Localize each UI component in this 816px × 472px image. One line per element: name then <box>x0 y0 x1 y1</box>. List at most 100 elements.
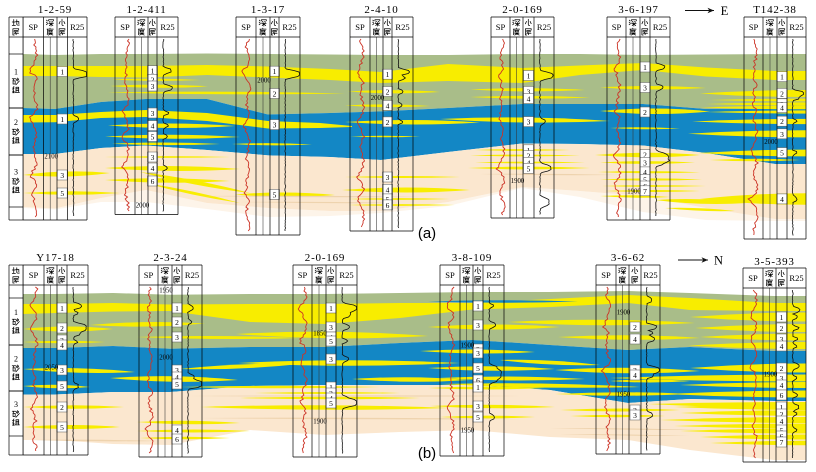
svg-text:3: 3 <box>151 109 155 118</box>
svg-text:4: 4 <box>780 417 784 426</box>
svg-text:R25: R25 <box>537 22 551 32</box>
svg-text:3: 3 <box>643 84 647 93</box>
svg-text:4: 4 <box>60 341 64 350</box>
svg-text:2-3-24: 2-3-24 <box>153 252 187 264</box>
svg-text:SP: SP <box>601 270 611 280</box>
svg-text:3: 3 <box>780 374 784 383</box>
svg-text:7: 7 <box>780 438 784 447</box>
svg-text:1900: 1900 <box>313 419 327 426</box>
svg-text:1: 1 <box>151 67 155 76</box>
svg-text:2050: 2050 <box>45 365 59 372</box>
svg-text:6: 6 <box>175 435 179 444</box>
svg-text:SP: SP <box>298 270 308 280</box>
svg-text:3: 3 <box>476 349 480 358</box>
svg-text:1: 1 <box>273 67 277 76</box>
svg-text:SP: SP <box>144 270 154 280</box>
svg-text:1900: 1900 <box>617 310 631 317</box>
svg-text:1950: 1950 <box>617 392 631 399</box>
svg-text:4: 4 <box>780 381 784 390</box>
svg-text:3: 3 <box>329 355 333 364</box>
svg-text:1900: 1900 <box>461 343 475 350</box>
svg-text:2: 2 <box>643 151 647 160</box>
svg-text:2-4-10: 2-4-10 <box>364 4 398 16</box>
svg-text:5: 5 <box>329 337 333 346</box>
svg-text:R25: R25 <box>395 22 409 32</box>
svg-text:5: 5 <box>60 382 64 391</box>
svg-text:1: 1 <box>780 313 784 322</box>
svg-text:3: 3 <box>175 333 179 342</box>
svg-text:1: 1 <box>386 70 390 79</box>
svg-text:N: N <box>714 254 723 268</box>
svg-text:2: 2 <box>14 355 18 364</box>
svg-text:4: 4 <box>386 101 390 110</box>
svg-text:R25: R25 <box>160 22 174 32</box>
svg-text:4: 4 <box>643 168 647 177</box>
svg-text:1: 1 <box>643 63 647 72</box>
svg-text:7: 7 <box>643 187 647 196</box>
svg-text:3-6-197: 3-6-197 <box>618 4 658 16</box>
svg-text:2: 2 <box>273 90 277 99</box>
svg-text:4: 4 <box>780 195 784 204</box>
svg-text:3: 3 <box>329 323 333 332</box>
svg-text:6: 6 <box>780 432 784 441</box>
svg-text:5: 5 <box>175 380 179 389</box>
svg-text:5: 5 <box>60 423 64 432</box>
svg-text:3: 3 <box>273 121 277 130</box>
svg-text:5: 5 <box>151 133 155 142</box>
svg-text:2: 2 <box>780 117 784 126</box>
svg-text:SP: SP <box>29 270 39 280</box>
svg-text:1900: 1900 <box>764 372 778 379</box>
svg-text:3: 3 <box>476 321 480 330</box>
svg-text:2: 2 <box>643 108 647 117</box>
svg-text:3: 3 <box>386 173 390 182</box>
svg-text:R25: R25 <box>282 22 296 32</box>
svg-text:1: 1 <box>60 115 64 124</box>
svg-text:1950: 1950 <box>461 428 475 435</box>
svg-text:3-8-109: 3-8-109 <box>452 252 492 264</box>
svg-text:3: 3 <box>60 171 64 180</box>
svg-text:2: 2 <box>633 323 637 332</box>
svg-text:4: 4 <box>633 371 637 380</box>
svg-text:2000: 2000 <box>159 355 173 362</box>
svg-text:1-3-17: 1-3-17 <box>251 4 285 16</box>
svg-text:3-6-62: 3-6-62 <box>611 252 645 264</box>
svg-text:4: 4 <box>386 185 390 194</box>
svg-text:3: 3 <box>14 168 18 177</box>
svg-text:2: 2 <box>60 324 64 333</box>
svg-text:R25: R25 <box>70 22 84 32</box>
svg-text:3: 3 <box>476 402 480 411</box>
svg-text:1950: 1950 <box>159 288 173 295</box>
svg-text:5: 5 <box>386 195 390 204</box>
svg-text:3: 3 <box>527 118 531 127</box>
svg-text:SP: SP <box>749 22 759 32</box>
svg-text:2: 2 <box>386 118 390 127</box>
svg-text:R25: R25 <box>486 270 500 280</box>
svg-text:3: 3 <box>60 366 64 375</box>
svg-text:5: 5 <box>476 364 480 373</box>
svg-text:4: 4 <box>633 335 637 344</box>
svg-text:2: 2 <box>780 89 784 98</box>
svg-text:6: 6 <box>476 376 480 385</box>
svg-text:3: 3 <box>780 130 784 139</box>
svg-text:1: 1 <box>60 68 64 77</box>
svg-text:4: 4 <box>151 164 155 173</box>
svg-text:(a): (a) <box>418 225 436 242</box>
svg-text:1900: 1900 <box>511 178 525 185</box>
svg-text:SP: SP <box>748 273 758 283</box>
svg-text:2: 2 <box>386 88 390 97</box>
svg-text:SP: SP <box>241 22 251 32</box>
svg-text:4: 4 <box>175 426 179 435</box>
svg-text:2: 2 <box>175 318 179 327</box>
svg-text:1: 1 <box>329 304 333 313</box>
svg-text:2000: 2000 <box>136 203 150 210</box>
svg-text:SP: SP <box>496 22 506 32</box>
svg-text:5: 5 <box>527 164 531 173</box>
svg-text:3: 3 <box>14 400 18 409</box>
svg-text:R25: R25 <box>653 22 667 32</box>
svg-text:1: 1 <box>780 403 784 412</box>
svg-text:2000: 2000 <box>257 78 271 85</box>
svg-text:2: 2 <box>60 403 64 412</box>
svg-text:1900: 1900 <box>627 188 641 195</box>
svg-text:3: 3 <box>151 82 155 91</box>
svg-text:R25: R25 <box>789 22 803 32</box>
